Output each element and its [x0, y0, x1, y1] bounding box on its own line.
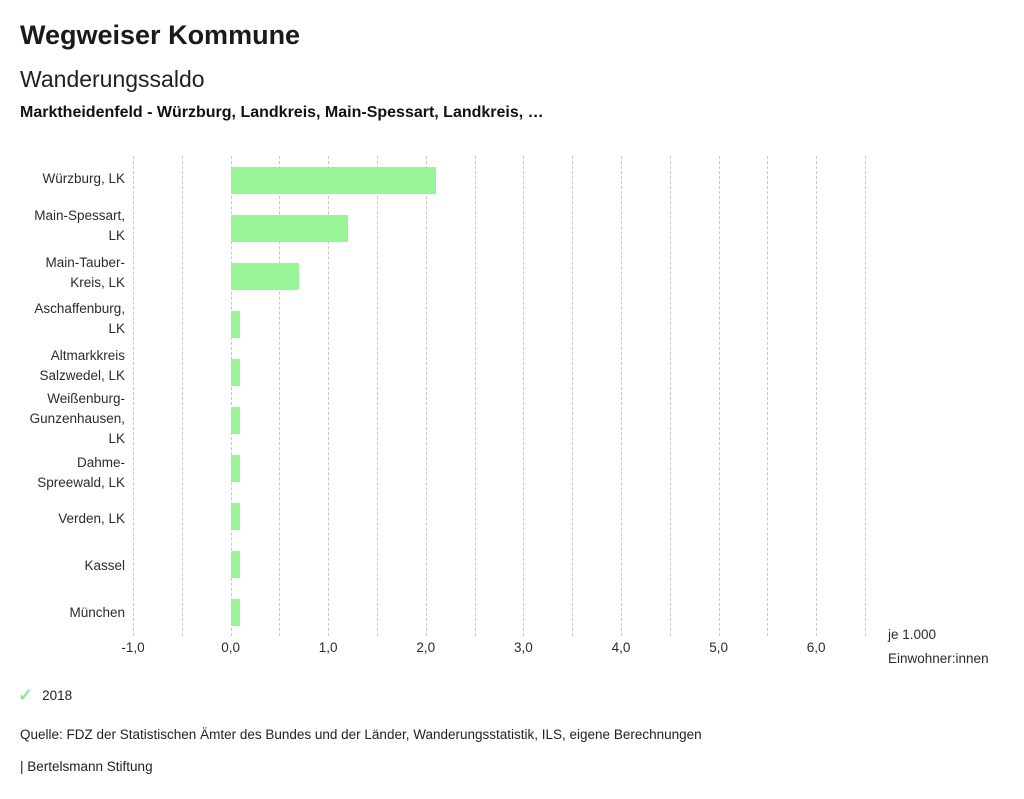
x-tick-label: 0,0: [221, 640, 240, 655]
source-text: Quelle: FDZ der Statistischen Ämter des …: [20, 727, 702, 742]
x-tick-label: 3,0: [514, 640, 533, 655]
category-label: Main-Tauber-Kreis, LK: [45, 254, 125, 290]
bar-Dahme-Spreewald, LK[interactable]: [230, 454, 241, 482]
axis-unit-line-2: Einwohner:innen: [888, 651, 989, 666]
category-label: Würzburg, LK: [42, 171, 125, 187]
category-label: Aschaffenburg, LK: [34, 301, 125, 337]
gridline: [279, 156, 281, 636]
bar-Würzburg, LK[interactable]: [230, 166, 436, 194]
gridline: [718, 156, 720, 636]
bar-Main-Tauber-Kreis, LK[interactable]: [230, 262, 299, 290]
gridline: [425, 156, 427, 636]
bar-Altmarkkreis Salzwedel, LK[interactable]: [230, 358, 241, 386]
bar-Verden, LK[interactable]: [230, 502, 241, 530]
gridline: [572, 156, 574, 636]
category-label: Kassel: [84, 558, 125, 574]
category-label: Altmarkkreis Salzwedel, LK: [39, 348, 125, 384]
category-label: München: [69, 604, 125, 620]
gridline: [669, 156, 671, 636]
x-tick-label: 2,0: [416, 640, 436, 655]
x-tick-label: 1,0: [318, 640, 338, 655]
gridline: [133, 156, 134, 636]
checkmark-icon: ✓: [18, 685, 34, 705]
chart-subtitle: Marktheidenfeld - Würzburg, Landkreis, M…: [20, 104, 544, 121]
gridline: [181, 156, 183, 636]
bar-Weißenburg-Gunzenhausen, LK[interactable]: [230, 406, 241, 434]
x-tick-label: -1,0: [121, 640, 145, 655]
gridline: [621, 156, 622, 636]
bar-Aschaffenburg, LK[interactable]: [230, 310, 241, 338]
bar-München[interactable]: [230, 598, 241, 626]
attribution-text: | Bertelsmann Stiftung: [20, 759, 153, 774]
gridline: [865, 156, 866, 636]
bar-Kassel[interactable]: [230, 550, 241, 578]
gridline: [767, 156, 769, 636]
gridline: [230, 156, 232, 636]
category-label: Dahme-Spreewald, LK: [37, 454, 125, 490]
category-label: Main-Spessart, LK: [34, 208, 125, 243]
x-tick-label: 4,0: [611, 640, 631, 655]
x-tick-label: 5,0: [709, 640, 728, 655]
gridline: [474, 156, 476, 636]
gridline: [816, 156, 818, 636]
legend[interactable]: ✓ 2018: [18, 686, 72, 704]
gridline: [377, 156, 378, 636]
bar-Main-Spessart, LK[interactable]: [230, 214, 348, 242]
plot-area: [133, 156, 866, 636]
x-tick-label: 6,0: [806, 640, 826, 655]
gridline: [523, 156, 525, 636]
x-axis: -1,0 0,0 1,0 2,0 3,0 4,0 5,0 6,0: [0, 640, 1024, 660]
axis-unit-label: je 1.000 Einwohner:innen: [888, 623, 989, 671]
chart-title: Wanderungssaldo: [20, 66, 205, 92]
category-labels: Würzburg, LK Main-Spessart, LK Main-Tauber…: [25, 156, 125, 636]
category-label: Verden, LK: [58, 511, 125, 527]
axis-unit-line-1: je 1.000: [888, 627, 937, 642]
gridline: [328, 156, 330, 636]
app-title: Wegweiser Kommune: [20, 20, 301, 50]
category-label: Weißenburg-Gunzenhausen, LK: [29, 391, 125, 447]
legend-item-label: 2018: [42, 687, 73, 703]
